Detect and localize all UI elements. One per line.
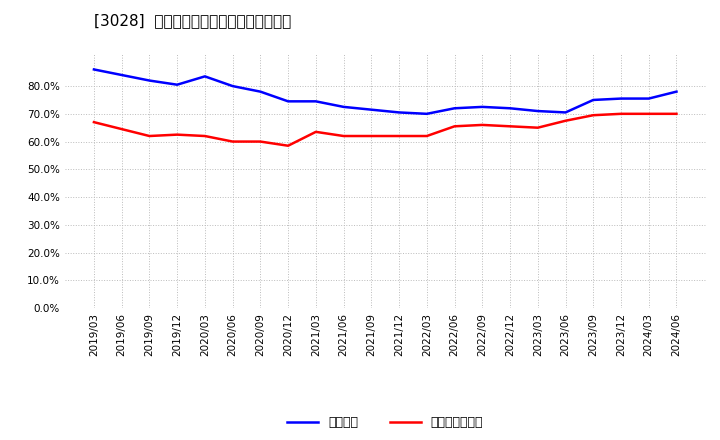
固定比率 <box>201 74 210 79</box>
固定比率 <box>367 107 376 112</box>
Legend: 固定比率, 固定長期適合率: 固定比率, 固定長期適合率 <box>282 411 488 434</box>
固定長期適合率 <box>672 111 681 117</box>
固定長期適合率 <box>450 124 459 129</box>
固定比率 <box>117 72 126 77</box>
固定比率 <box>589 97 598 103</box>
固定比率 <box>534 108 542 114</box>
固定長期適合率 <box>284 143 292 148</box>
Line: 固定比率: 固定比率 <box>94 70 677 114</box>
固定比率 <box>672 89 681 94</box>
固定比率 <box>395 110 403 115</box>
固定長期適合率 <box>561 118 570 123</box>
固定長期適合率 <box>395 133 403 139</box>
固定長期適合率 <box>367 133 376 139</box>
Text: [3028]  固定比率、固定長期適合率の推移: [3028] 固定比率、固定長期適合率の推移 <box>94 13 291 28</box>
固定長期適合率 <box>505 124 514 129</box>
固定長期適合率 <box>145 133 154 139</box>
固定長期適合率 <box>228 139 237 144</box>
固定長期適合率 <box>312 129 320 135</box>
固定比率 <box>450 106 459 111</box>
固定比率 <box>616 96 625 101</box>
固定比率 <box>145 78 154 83</box>
固定長期適合率 <box>478 122 487 128</box>
固定比率 <box>478 104 487 110</box>
固定比率 <box>312 99 320 104</box>
固定比率 <box>423 111 431 117</box>
固定長期適合率 <box>534 125 542 130</box>
固定比率 <box>505 106 514 111</box>
固定比率 <box>561 110 570 115</box>
固定比率 <box>284 99 292 104</box>
固定比率 <box>644 96 653 101</box>
固定比率 <box>339 104 348 110</box>
固定比率 <box>228 84 237 89</box>
固定長期適合率 <box>117 126 126 132</box>
固定長期適合率 <box>256 139 265 144</box>
固定長期適合率 <box>644 111 653 117</box>
固定長期適合率 <box>423 133 431 139</box>
固定長期適合率 <box>339 133 348 139</box>
固定比率 <box>256 89 265 94</box>
Line: 固定長期適合率: 固定長期適合率 <box>94 114 677 146</box>
固定長期適合率 <box>173 132 181 137</box>
固定長期適合率 <box>201 133 210 139</box>
固定長期適合率 <box>89 120 98 125</box>
固定長期適合率 <box>589 113 598 118</box>
固定比率 <box>173 82 181 87</box>
固定長期適合率 <box>616 111 625 117</box>
固定比率 <box>89 67 98 72</box>
